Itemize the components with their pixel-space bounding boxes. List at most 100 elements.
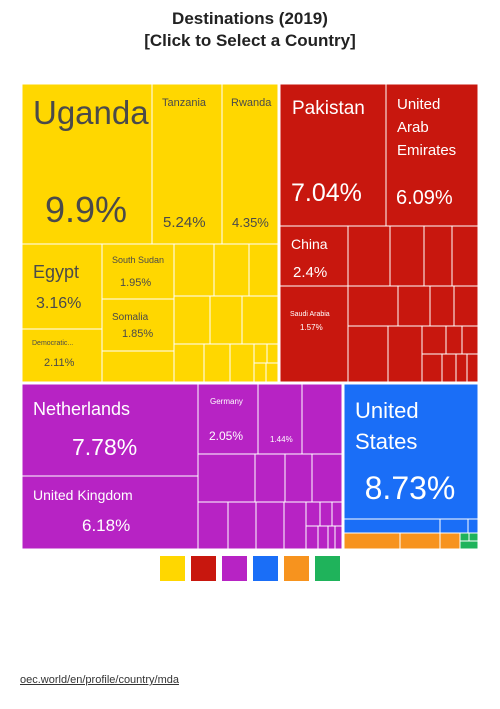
legend-swatch-2[interactable] — [222, 556, 247, 581]
tile-united-states[interactable] — [343, 383, 479, 520]
treemap-chart[interactable]: Uganda 9.9% Tanzania 5.24% Rwanda 4.35% Egypt 3… — [0, 0, 500, 600]
tile-small[interactable] — [389, 225, 425, 287]
tile-small[interactable] — [347, 225, 391, 287]
tile-label-egypt: Egypt — [33, 262, 79, 282]
legend-swatch-1[interactable] — [191, 556, 216, 581]
tile-small[interactable] — [327, 525, 336, 550]
tile-value-other: 1.44% — [270, 435, 293, 444]
tile-value-tanzania: 5.24% — [163, 214, 206, 231]
tile-small[interactable] — [229, 343, 255, 383]
tile-small[interactable] — [455, 353, 468, 383]
tile-small[interactable] — [311, 453, 343, 503]
tile-small[interactable] — [331, 501, 343, 527]
tile-small[interactable] — [343, 518, 441, 534]
tile-netherlands[interactable] — [21, 383, 199, 477]
tile-label-united-arab-emirates-2: Arab — [397, 119, 429, 136]
tile-small[interactable] — [317, 525, 329, 550]
tile-small[interactable] — [461, 325, 479, 355]
tile-small[interactable] — [429, 285, 455, 327]
tile-small[interactable] — [203, 343, 231, 383]
chart-title: Destinations (2019) [Click to Select a C… — [0, 8, 500, 52]
tile-small[interactable] — [305, 525, 319, 550]
tile-value-democratic: 2.11% — [44, 357, 75, 369]
tile-value-united-kingdom: 6.18% — [82, 516, 130, 535]
tile-small[interactable] — [387, 325, 423, 383]
tile-pakistan[interactable] — [279, 83, 387, 227]
tile-small[interactable] — [284, 453, 313, 503]
legend-swatch-0[interactable] — [160, 556, 185, 581]
tile-small[interactable] — [319, 501, 333, 527]
tile-small[interactable] — [467, 518, 479, 534]
tile-small[interactable] — [397, 285, 431, 327]
tile-label-united-arab-emirates-3: Emirates — [397, 142, 456, 159]
tile-small[interactable] — [466, 353, 479, 383]
tile-small[interactable] — [453, 285, 479, 327]
tile-small[interactable] — [305, 501, 321, 527]
tile-small[interactable] — [451, 225, 479, 287]
tile-somalia[interactable] — [101, 298, 175, 352]
tile-germany[interactable] — [197, 383, 259, 455]
tile-small[interactable] — [459, 540, 479, 550]
tile-small[interactable] — [421, 353, 443, 383]
tile-value-united-states: 8.73% — [365, 470, 456, 506]
tile-small[interactable] — [173, 343, 205, 383]
tile-small[interactable] — [441, 353, 457, 383]
tile-small[interactable] — [439, 532, 461, 550]
tile-small[interactable] — [253, 362, 267, 383]
tile-uganda[interactable] — [21, 83, 153, 245]
tile-small[interactable] — [301, 383, 343, 455]
tile-small[interactable] — [343, 532, 401, 550]
tile-small[interactable] — [439, 518, 469, 534]
tile-small[interactable] — [423, 225, 453, 287]
tile-egypt[interactable] — [21, 243, 103, 330]
tile-small[interactable] — [283, 501, 307, 550]
tile-small[interactable] — [253, 343, 268, 364]
tile-small[interactable] — [459, 532, 470, 542]
tile-small[interactable] — [254, 453, 286, 503]
tile-small[interactable] — [347, 285, 399, 327]
tile-rwanda[interactable] — [221, 83, 279, 245]
tile-small[interactable] — [265, 362, 279, 383]
tile-value-uganda: 9.9% — [45, 189, 127, 230]
tile-china[interactable] — [279, 225, 349, 287]
tile-small[interactable] — [173, 243, 215, 297]
tile-small[interactable] — [241, 295, 279, 345]
tile-small[interactable] — [197, 501, 229, 550]
tile-small[interactable] — [334, 525, 343, 550]
tile-small[interactable] — [255, 501, 285, 550]
tile-value-saudi-arabia: 1.57% — [300, 323, 323, 332]
tile-small[interactable] — [248, 243, 279, 297]
legend-swatch-4[interactable] — [284, 556, 309, 581]
tile-saudi-arabia[interactable] — [279, 285, 349, 383]
tile-value-somalia: 1.85% — [122, 328, 153, 340]
tile-small[interactable] — [347, 325, 389, 383]
tile-small[interactable] — [173, 295, 211, 345]
legend-swatch-3[interactable] — [253, 556, 278, 581]
tile-democratic[interactable] — [21, 328, 103, 383]
tile-value-south-sudan: 1.95% — [120, 277, 151, 289]
tile-united-arab-emirates[interactable] — [385, 83, 479, 227]
tile-south-sudan[interactable] — [101, 243, 175, 300]
tile-small[interactable] — [468, 532, 479, 542]
tile-united-kingdom[interactable] — [21, 475, 199, 550]
tile-label-rwanda: Rwanda — [231, 97, 272, 109]
tile-small[interactable] — [197, 453, 256, 503]
tile-small[interactable] — [266, 343, 279, 364]
source-link[interactable]: oec.world/en/profile/country/mda — [20, 674, 179, 686]
tile-label-netherlands: Netherlands — [33, 399, 130, 419]
tile-small[interactable] — [399, 532, 441, 550]
tile-small[interactable] — [213, 243, 250, 297]
tile-small[interactable] — [421, 325, 447, 355]
tile-label-germany: Germany — [210, 397, 243, 406]
chart-title-line2[interactable]: [Click to Select a Country] — [144, 31, 356, 50]
tile-label-united-kingdom: United Kingdom — [33, 487, 133, 503]
tile-value-egypt: 3.16% — [36, 295, 81, 312]
legend-swatch-5[interactable] — [315, 556, 340, 581]
tile-small[interactable] — [445, 325, 463, 355]
chart-title-line1: Destinations (2019) — [172, 9, 328, 28]
tile-small[interactable] — [101, 350, 175, 383]
tile-small[interactable] — [209, 295, 243, 345]
tile-value-netherlands: 7.78% — [72, 434, 137, 460]
tile-value-china: 2.4% — [293, 264, 327, 281]
tile-small[interactable] — [227, 501, 257, 550]
